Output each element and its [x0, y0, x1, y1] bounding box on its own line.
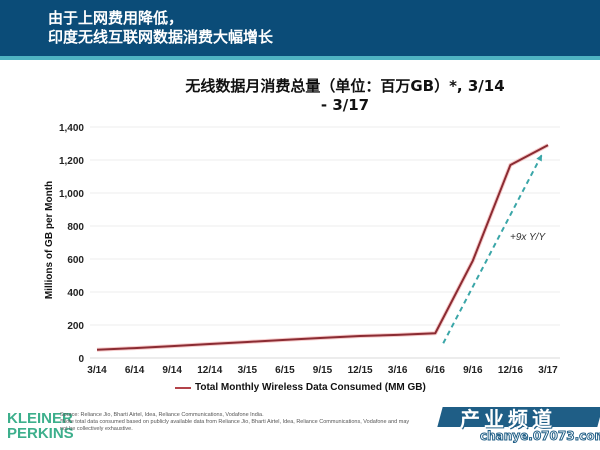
watermark-url: chanye.07073.com [480, 429, 600, 444]
legend-line-swatch [175, 386, 191, 389]
y-tick-label: 1,400 [59, 123, 84, 134]
series-line-glow [96, 143, 549, 352]
arrow-head-icon [536, 154, 542, 162]
x-tick-label: 3/16 [388, 365, 408, 376]
series-line [96, 144, 549, 351]
line-chart: 0 200 400 600 800 1,000 1,200 1,400 Millions of … [44, 123, 560, 376]
x-tick-label: 12/14 [197, 365, 222, 376]
watermark-logo: 产业频道 chanye.07073.com [437, 403, 600, 447]
x-tick-label: 3/15 [238, 365, 258, 376]
slide-header: 由于上网费用降低， 印度无线互联网数据消费大幅增长 [0, 0, 600, 60]
footnote-line-2: not be collectively exhaustive. [60, 426, 133, 432]
y-tick-label: 400 [67, 288, 84, 299]
x-tick-label: 12/15 [348, 365, 373, 376]
y-tick-label: 600 [67, 255, 84, 266]
footer-notes: Source: Reliance Jio, Bharti Airtel, Ide… [60, 412, 420, 433]
slide-title: 由于上网费用降低， 印度无线互联网数据消费大幅增长 [48, 9, 274, 46]
x-tick-label: 9/14 [162, 365, 182, 376]
x-tick-label: 6/15 [275, 365, 295, 376]
source-note: Source: Reliance Jio, Bharti Airtel, Ide… [60, 412, 264, 418]
growth-annotation-label: +9x Y/Y [510, 232, 546, 243]
x-tick-label: 6/16 [426, 365, 446, 376]
kleiner-perkins-logo: KLEINER PERKINS [7, 410, 74, 442]
y-tick-label: 200 [67, 321, 84, 332]
chart-legend: Total Monthly Wireless Data Consumed (MM… [175, 382, 426, 393]
y-tick-label: 0 [78, 354, 84, 365]
y-tick-label: 1,200 [59, 156, 84, 167]
watermark-text: 产业频道 [460, 407, 556, 431]
x-tick-label: 9/16 [463, 365, 483, 376]
footnote-line-1: *Note total data consumed based on publi… [60, 419, 410, 425]
chart-title: 无线数据月消费总量（单位：百万GB）*, 3/14 - 3/17 [185, 77, 505, 114]
legend-label: Total Monthly Wireless Data Consumed (MM… [195, 382, 426, 393]
x-tick-label: 9/15 [313, 365, 333, 376]
x-tick-label: 6/14 [125, 365, 145, 376]
y-tick-label: 1,000 [59, 189, 84, 200]
y-tick-label: 800 [67, 222, 84, 233]
y-axis-title: Millions of GB per Month [44, 181, 55, 299]
x-tick-label: 12/16 [498, 365, 523, 376]
x-tick-label: 3/14 [87, 365, 107, 376]
x-tick-label: 3/17 [538, 365, 558, 376]
growth-arrow-line [442, 153, 543, 344]
